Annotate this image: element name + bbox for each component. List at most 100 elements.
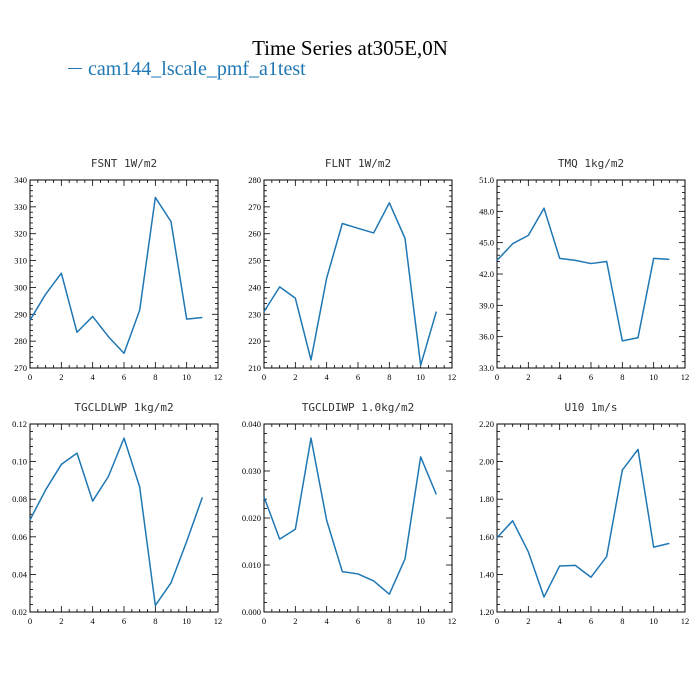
x-tick-label: 4 (325, 616, 330, 626)
y-tick-label: 0.010 (242, 560, 261, 570)
x-tick-label: 10 (182, 616, 191, 626)
y-tick-label: 280 (14, 336, 27, 346)
x-tick-label: 8 (153, 616, 157, 626)
x-tick-label: 8 (620, 616, 624, 626)
series-line (263, 202, 438, 367)
y-tick-label: 1.40 (479, 569, 494, 579)
y-tick-label: 0.02 (12, 607, 27, 617)
panel-title: TGCLDIWP 1.0kg/m2 (302, 401, 415, 414)
y-tick-label: 320 (14, 229, 27, 239)
y-tick-label: 1.80 (479, 494, 494, 504)
y-tick-label: 0.000 (242, 607, 261, 617)
legend-line-swatch (68, 67, 82, 69)
x-tick-label: 10 (416, 372, 425, 382)
x-tick-label: 10 (649, 372, 658, 382)
x-tick-label: 2 (59, 616, 63, 626)
x-tick-label: 6 (356, 616, 360, 626)
y-tick-label: 230 (248, 309, 261, 319)
x-tick-label: 8 (153, 372, 157, 382)
y-tick-label: 340 (14, 175, 27, 185)
y-tick-label: 220 (248, 336, 261, 346)
y-tick-label: 2.00 (479, 457, 494, 467)
x-tick-label: 4 (91, 372, 96, 382)
y-tick-label: 45.0 (479, 238, 494, 248)
series-line (496, 448, 670, 598)
plot-frame (263, 179, 453, 369)
legend-label: cam144_lscale_pmf_a1test (88, 58, 306, 80)
y-tick-label: 260 (248, 229, 261, 239)
x-tick-label: 4 (325, 372, 330, 382)
chart-panel-2: FLNT 1W/m2 0 2 4 6 8 10 12 210 220 230 240 250 260 270… (248, 157, 456, 382)
series-line (29, 437, 204, 607)
x-tick-label: 6 (122, 616, 126, 626)
chart-panel-6: U10 1m/s 0 2 4 6 8 10 12 1.20 1.40 1.60 1.80 2.00 2.2… (479, 401, 689, 626)
x-tick-label: 10 (182, 372, 191, 382)
chart-panel-5: TGCLDIWP 1.0kg/m2 0 2 4 6 8 10 12 0.000 0.010 0.02… (242, 401, 456, 626)
y-tick-label: 0.06 (12, 532, 27, 542)
page-title: Time Series at305E,0N (252, 36, 448, 60)
x-tick-label: 12 (214, 372, 223, 382)
panel-title: FLNT 1W/m2 (325, 157, 391, 170)
x-tick-label: 2 (526, 372, 530, 382)
x-tick-label: 12 (681, 616, 690, 626)
y-tick-label: 51.0 (479, 175, 494, 185)
y-tick-label: 0.08 (12, 494, 27, 504)
y-tick-label: 0.12 (12, 419, 27, 429)
x-tick-label: 6 (589, 616, 593, 626)
panel-title: FSNT 1W/m2 (91, 157, 157, 170)
chart-panel-4: TGCLDLWP 1kg/m2 0 2 4 6 8 10 12 0.02 0.04 0.06 0.08… (12, 401, 222, 626)
x-tick-label: 10 (649, 616, 658, 626)
y-tick-label: 270 (14, 363, 27, 373)
x-tick-label: 0 (28, 372, 32, 382)
series-line (496, 207, 670, 342)
y-tick-label: 42.0 (479, 269, 494, 279)
x-tick-label: 2 (293, 372, 297, 382)
y-tick-label: 0.040 (242, 419, 261, 429)
x-tick-label: 8 (387, 616, 391, 626)
x-tick-label: 2 (59, 372, 63, 382)
plot-frame (29, 179, 219, 369)
x-tick-label: 4 (558, 616, 563, 626)
x-tick-label: 6 (122, 372, 126, 382)
chart-panel-1: FSNT 1W/m2 0 2 4 6 8 10 12 270 280 290 300 310 320 330… (14, 157, 222, 382)
y-tick-label: 280 (248, 175, 261, 185)
plot-frame (263, 423, 453, 613)
y-tick-label: 48.0 (479, 206, 494, 216)
y-tick-label: 33.0 (479, 363, 494, 373)
x-tick-label: 4 (91, 616, 96, 626)
x-tick-label: 4 (558, 372, 563, 382)
plot-frame (29, 423, 219, 613)
x-tick-label: 0 (495, 372, 499, 382)
x-tick-label: 0 (262, 616, 266, 626)
x-tick-label: 2 (293, 616, 297, 626)
y-tick-label: 290 (14, 309, 27, 319)
y-tick-label: 0.020 (242, 513, 261, 523)
x-tick-label: 12 (448, 372, 457, 382)
x-tick-label: 12 (214, 616, 223, 626)
chart-panel-3: TMQ 1kg/m2 0 2 4 6 8 10 12 33.0 36.0 39.0 42.0 45.0 4… (479, 157, 689, 382)
y-tick-label: 36.0 (479, 332, 494, 342)
y-tick-label: 210 (248, 363, 261, 373)
y-tick-label: 330 (14, 202, 27, 212)
x-tick-label: 12 (448, 616, 457, 626)
x-tick-label: 0 (495, 616, 499, 626)
y-tick-label: 0.10 (12, 457, 27, 467)
x-tick-label: 10 (416, 616, 425, 626)
y-tick-label: 39.0 (479, 300, 494, 310)
legend-entry: cam144_lscale_pmf_a1test (68, 58, 306, 81)
x-tick-label: 2 (526, 616, 530, 626)
x-tick-label: 8 (387, 372, 391, 382)
panel-title: U10 1m/s (565, 401, 618, 414)
y-tick-label: 310 (14, 256, 27, 266)
panel-title: TMQ 1kg/m2 (558, 157, 624, 170)
y-tick-label: 270 (248, 202, 261, 212)
y-tick-label: 300 (14, 282, 27, 292)
plot-frame (496, 423, 686, 613)
x-tick-label: 6 (356, 372, 360, 382)
y-tick-label: 240 (248, 282, 261, 292)
x-tick-label: 0 (262, 372, 266, 382)
y-tick-label: 1.60 (479, 532, 494, 542)
y-tick-label: 0.030 (242, 466, 261, 476)
series-line (29, 196, 203, 354)
